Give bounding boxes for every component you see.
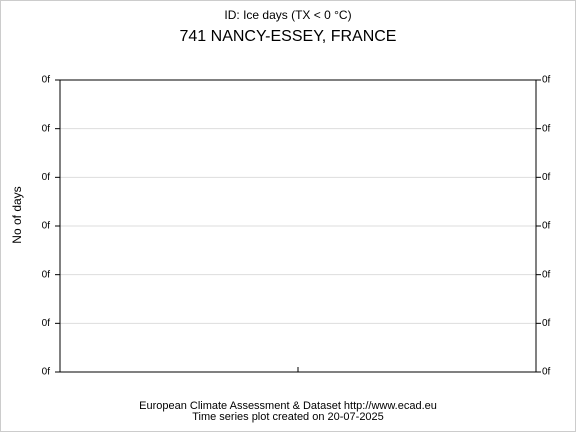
y-axis-label: No of days — [10, 186, 24, 243]
y-tick-label: 0f — [542, 123, 551, 134]
chart-title: 741 NANCY-ESSEY, FRANCE — [180, 28, 397, 45]
y-tick-label: 0f — [542, 269, 551, 280]
y-tick-label: 0f — [42, 367, 51, 378]
y-tick-label: 0f — [42, 123, 51, 134]
footer-line: Time series plot created on 20-07-2025 — [192, 411, 384, 423]
plot-frame — [59, 79, 537, 373]
footer-line: European Climate Assessment & Dataset ht… — [139, 400, 437, 412]
y-tick-label: 0f — [542, 318, 551, 329]
y-tick-label: 0f — [542, 367, 551, 378]
y-tick-label: 0f — [42, 318, 51, 329]
y-tick-label: 0f — [42, 172, 51, 183]
chart-subtitle: ID: Ice days (TX < 0 °C) — [224, 8, 351, 22]
y-tick-label: 0f — [542, 172, 551, 183]
y-tick-label: 0f — [542, 75, 551, 86]
y-tick-label: 0f — [542, 221, 551, 232]
y-tick-label: 0f — [42, 269, 51, 280]
y-tick-label: 0f — [42, 221, 51, 232]
y-tick-label: 0f — [42, 75, 51, 86]
